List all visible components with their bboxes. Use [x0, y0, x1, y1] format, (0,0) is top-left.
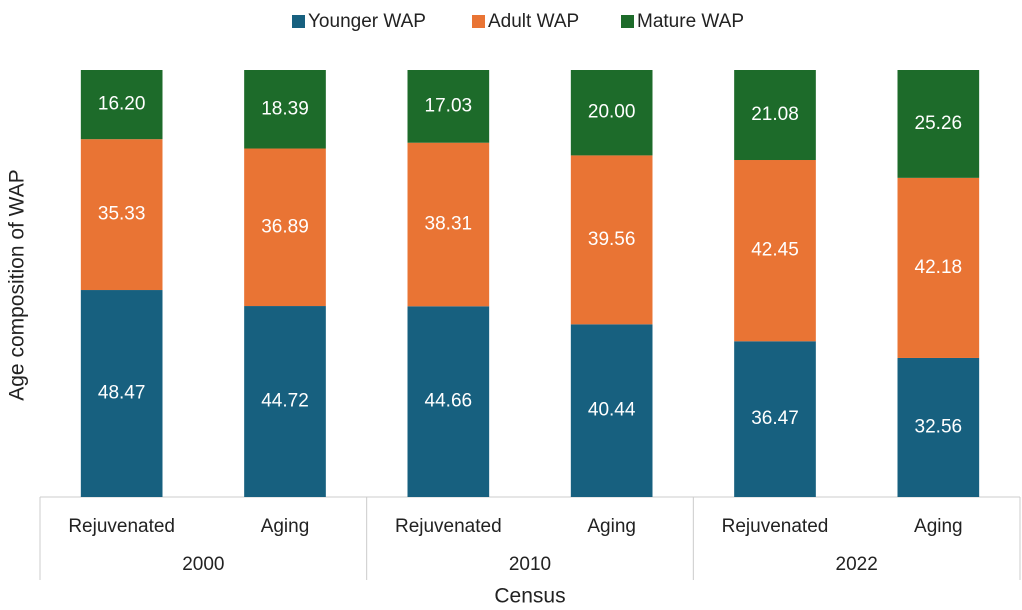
data-label: 17.03 — [425, 95, 473, 116]
data-label: 36.47 — [751, 408, 799, 429]
data-label: 25.26 — [915, 113, 963, 134]
bar-segment — [244, 70, 326, 149]
bar-segment — [244, 306, 326, 497]
bar-segment — [80, 70, 163, 140]
data-label: 21.08 — [751, 104, 799, 125]
legend-swatch — [292, 15, 305, 28]
x-tick-label: Aging — [587, 516, 636, 537]
data-label: 44.66 — [425, 391, 473, 412]
data-label: 35.33 — [98, 204, 146, 225]
data-label: 38.31 — [425, 214, 473, 235]
data-label: 40.44 — [588, 400, 636, 421]
bar-segment — [897, 70, 980, 178]
x-tick-label: Aging — [914, 516, 963, 537]
data-label: 42.18 — [915, 257, 963, 278]
legend-label: Adult WAP — [488, 11, 579, 32]
x-tick-label: Rejuvenated — [722, 516, 829, 537]
y-axis-title: Age composition of WAP — [6, 169, 29, 401]
bar-segment — [734, 160, 816, 342]
data-label: 39.56 — [588, 229, 636, 250]
x-tick-label: Rejuvenated — [68, 516, 175, 537]
data-label: 48.47 — [98, 383, 146, 404]
data-label: 16.20 — [98, 94, 146, 115]
bar-segment — [734, 341, 816, 497]
data-label: 36.89 — [261, 216, 309, 237]
x-axis-title: Census — [494, 585, 565, 608]
group-label: 2000 — [182, 554, 224, 575]
bar-segment — [570, 155, 653, 325]
data-label: 20.00 — [588, 102, 636, 123]
data-label: 44.72 — [261, 391, 309, 412]
bar-segment — [407, 142, 490, 307]
legend-swatch — [472, 15, 485, 28]
bar-segment — [897, 177, 980, 358]
bar-segment — [407, 70, 490, 143]
x-tick-label: Rejuvenated — [395, 516, 502, 537]
data-label: 32.56 — [915, 417, 963, 438]
legend-label: Younger WAP — [308, 11, 426, 32]
bar-segment — [80, 139, 163, 291]
x-tick-label: Aging — [261, 516, 310, 537]
bar-segment — [897, 357, 980, 497]
group-label: 2010 — [509, 554, 551, 575]
bar-segment — [570, 70, 653, 156]
bar-segment — [244, 148, 326, 307]
data-label: 42.45 — [751, 240, 799, 261]
legend-swatch — [621, 15, 634, 28]
data-label: 18.39 — [261, 98, 309, 119]
legend-label: Mature WAP — [637, 11, 744, 32]
bar-segment — [570, 324, 653, 497]
group-label: 2022 — [836, 554, 878, 575]
bar-segment — [407, 306, 490, 497]
bar-segment — [734, 70, 816, 161]
bar-segment — [80, 290, 163, 497]
